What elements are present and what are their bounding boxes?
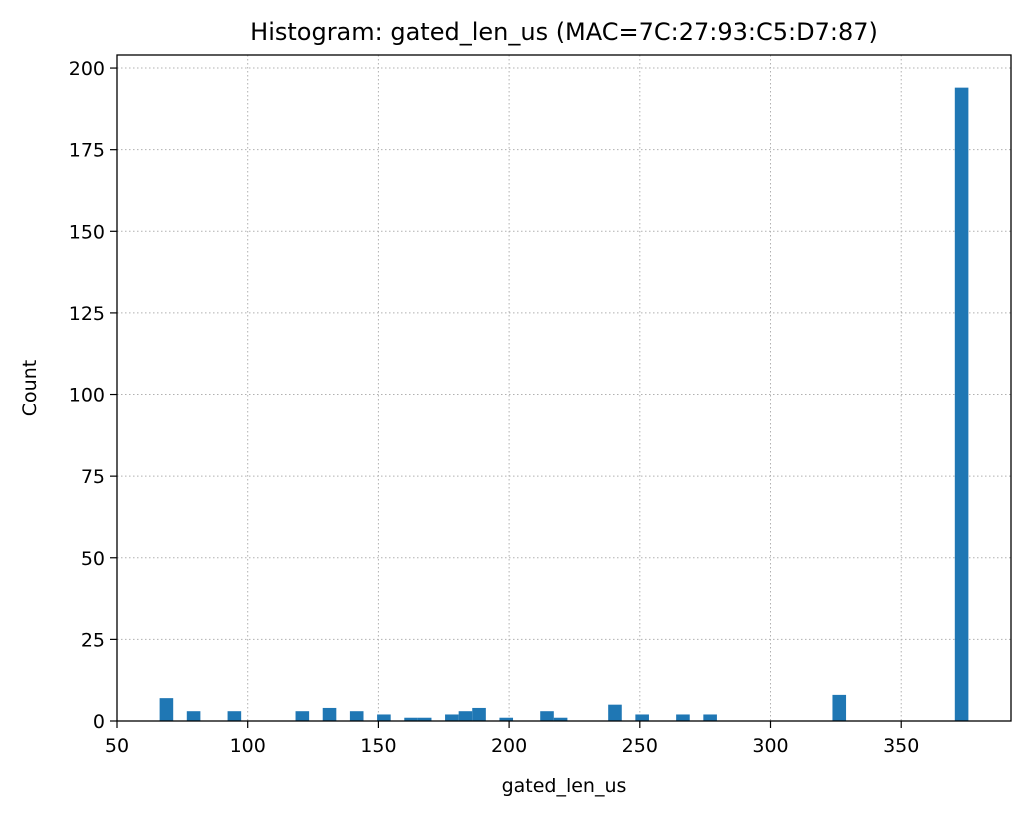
histogram-bar (608, 704, 622, 721)
y-tick-label: 100 (69, 385, 105, 407)
x-axis-label: gated_len_us (502, 775, 627, 797)
x-axis-ticks: 50 100 150 200 250 300 350 (105, 721, 919, 757)
histogram-bar (553, 717, 568, 721)
y-tick-label: 25 (81, 629, 105, 651)
histogram-bar (954, 87, 969, 722)
histogram-bar (404, 717, 418, 721)
histogram-bar (159, 698, 174, 721)
y-tick-label: 125 (69, 303, 105, 325)
y-tick-label: 50 (81, 548, 105, 570)
histogram-bar (472, 707, 486, 721)
x-tick-label: 200 (491, 735, 527, 757)
histogram-bar (540, 711, 554, 721)
histogram-bar (832, 694, 847, 721)
x-tick-label: 50 (105, 735, 129, 757)
x-tick-label: 300 (752, 735, 788, 757)
y-tick-label: 0 (93, 711, 105, 733)
x-tick-label: 250 (622, 735, 658, 757)
histogram-bars (159, 87, 969, 722)
histogram-bar (417, 717, 432, 721)
grid-lines (116, 55, 1011, 722)
plot-frame (116, 54, 1012, 722)
y-axis-label: Count (19, 360, 41, 416)
y-tick-label: 175 (69, 140, 105, 162)
histogram-bar (635, 714, 649, 721)
x-tick-label: 150 (360, 735, 396, 757)
histogram-bar (295, 711, 310, 721)
y-axis-ticks: 0 25 50 75 100 125 150 175 200 (69, 58, 117, 733)
histogram-bar (322, 707, 337, 721)
histogram-bar (349, 711, 364, 721)
histogram-bar (703, 714, 717, 721)
histogram-bar (458, 711, 473, 721)
y-tick-label: 150 (69, 221, 105, 243)
histogram-bar (227, 711, 242, 721)
histogram-bar (676, 714, 690, 721)
chart-title: Histogram: gated_len_us (MAC=7C:27:93:C5… (250, 18, 878, 46)
x-tick-label: 100 (230, 735, 266, 757)
x-tick-label: 350 (883, 735, 919, 757)
histogram-bar (377, 714, 391, 721)
histogram-bar (186, 711, 201, 721)
histogram-bar (445, 714, 459, 721)
histogram-bar (499, 717, 514, 721)
y-tick-label: 75 (81, 466, 105, 488)
y-tick-label: 200 (69, 58, 105, 80)
